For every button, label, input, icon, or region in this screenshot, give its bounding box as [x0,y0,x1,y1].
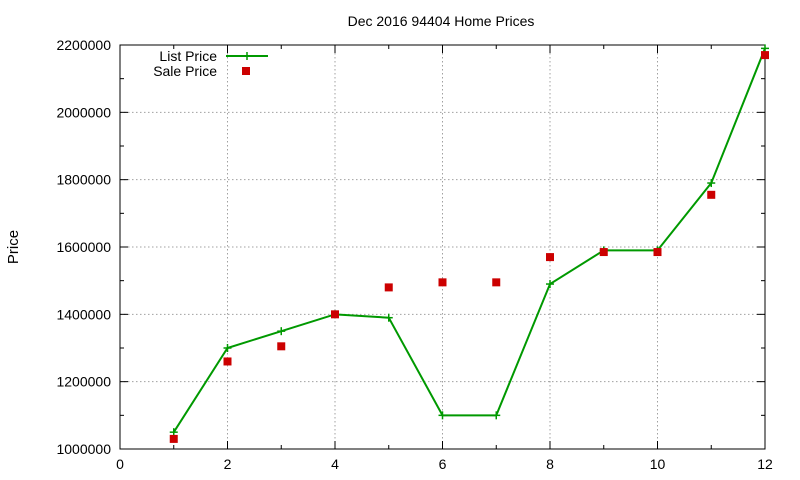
sale-price-point [438,278,447,287]
sale-price-point [331,310,339,319]
list-price-point [546,280,554,289]
legend-swatch-sale-price [242,67,250,75]
list-price-point [438,411,447,420]
x-tick-label: 4 [331,456,339,472]
x-tick-label: 6 [439,456,447,472]
sale-price-point [761,51,769,60]
chart-title: Dec 2016 94404 Home Prices [348,13,535,29]
x-tick-label: 10 [650,456,666,472]
list-price-point [277,327,286,336]
sale-price-point [546,253,554,262]
x-tick-label: 8 [546,456,554,472]
sale-price-point [492,278,501,287]
y-tick-label: 1000000 [56,441,111,457]
y-tick-label: 2000000 [56,104,111,120]
list-price-point [492,411,501,420]
list-price-point [169,428,178,437]
y-tick-label: 2200000 [56,37,111,53]
x-tick-label: 12 [757,456,773,472]
y-tick-label: 1800000 [56,172,111,188]
sale-price-point [223,357,232,366]
sale-price-point [653,248,662,257]
x-tick-label: 2 [224,456,232,472]
sale-price-point [169,434,178,443]
y-axis-label: Price [5,230,22,264]
list-price-point [384,313,393,322]
legend-label-sale-price: Sale Price [153,63,217,79]
plot-area [169,44,769,443]
x-tick-label: 0 [116,456,124,472]
sale-price-point [384,283,393,292]
sale-price-point [707,190,716,199]
list-price-point [761,44,769,53]
list-price-point [707,179,716,188]
list-price-point [223,344,232,352]
sale-price-point [277,342,286,351]
y-tick-label: 1400000 [56,306,111,322]
grid [120,45,765,449]
axes: 0 2 4 6 8 10 12 1000000 1200000 1400000 1600000 180… [56,37,773,472]
legend-label-list-price: List Price [159,48,217,64]
list-price-line [172,47,766,433]
y-tick-label: 1200000 [56,374,111,390]
legend-swatch-list-price [226,52,268,60]
y-tick-label: 1600000 [56,239,111,255]
sale-price-point [599,248,608,257]
